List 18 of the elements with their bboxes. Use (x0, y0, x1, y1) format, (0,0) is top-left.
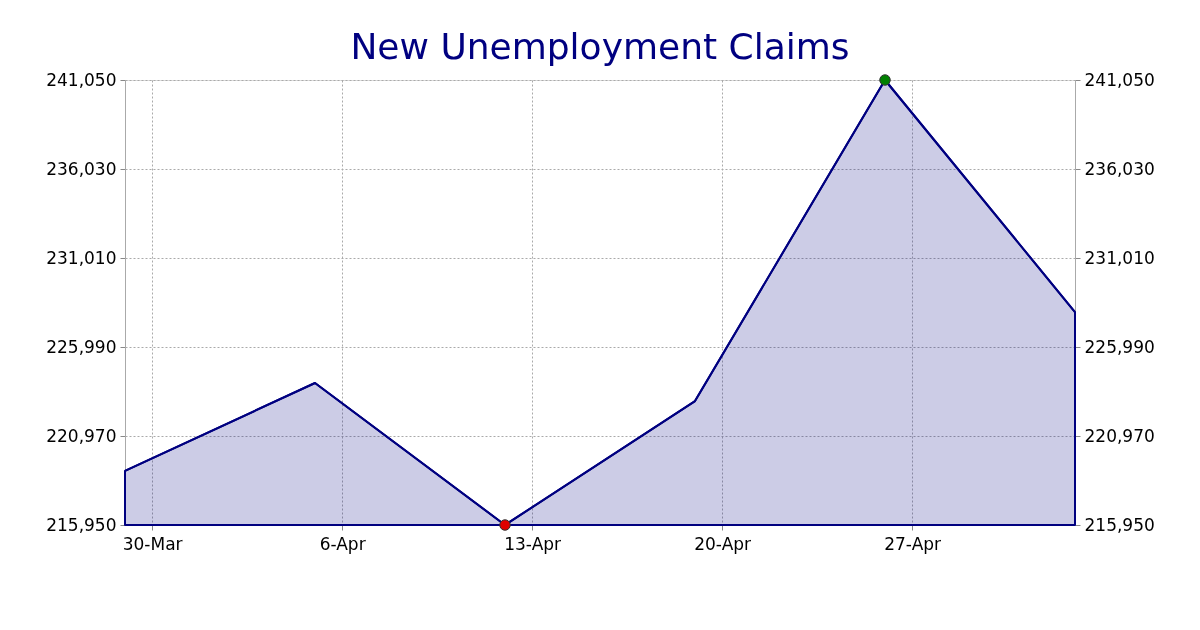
x-tick-label: 27-Apr (884, 533, 942, 554)
y2-tick-label: 215,950 (1084, 514, 1155, 535)
y-tick-label: 241,050 (46, 69, 117, 90)
y-tick-label: 220,970 (46, 425, 117, 446)
chart-title: New Unemployment Claims (350, 26, 850, 67)
y2-tick-label: 236,030 (1084, 158, 1155, 179)
y-tick-label: 225,990 (46, 336, 117, 357)
y2-tick-label: 241,050 (1084, 69, 1155, 90)
x-tick-label: 30-Mar (122, 533, 183, 554)
y2-tick-label: 220,970 (1084, 425, 1155, 446)
x-tick-label: 20-Apr (694, 533, 752, 554)
y2-tick-label: 225,990 (1084, 336, 1155, 357)
x-tick-label: 13-Apr (504, 533, 562, 554)
y2-tick-label: 231,010 (1084, 247, 1155, 268)
y-tick-label: 215,950 (46, 514, 117, 535)
y-tick-label: 236,030 (46, 158, 117, 179)
x-tick-label: 6-Apr (319, 533, 366, 554)
y-tick-label: 231,010 (46, 247, 117, 268)
